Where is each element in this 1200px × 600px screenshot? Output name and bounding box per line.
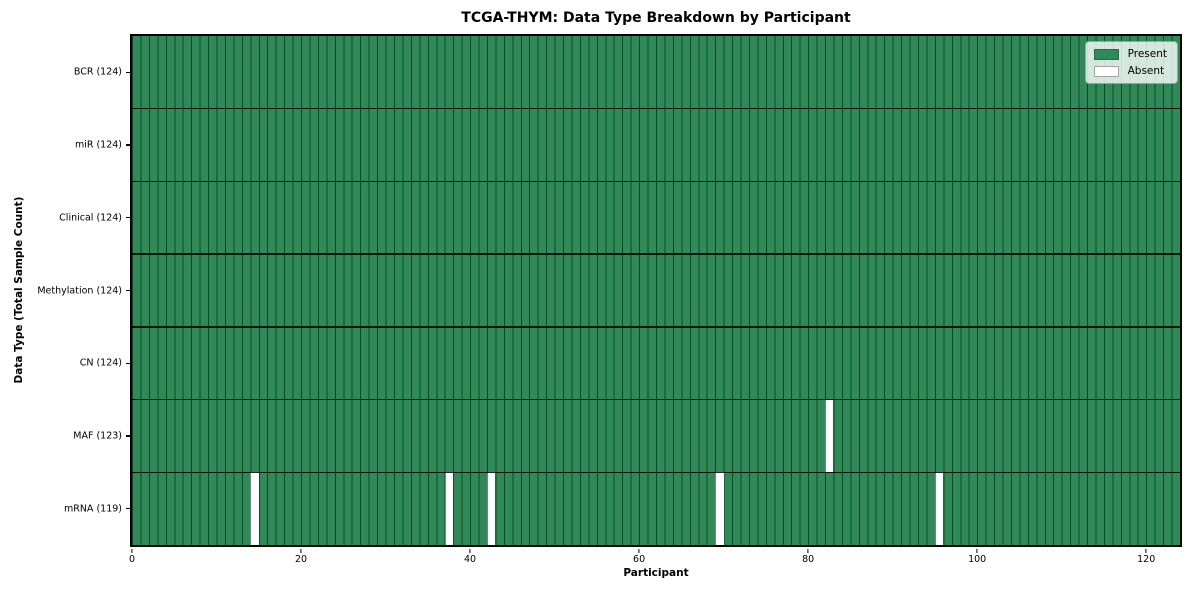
ytick-label: Clinical (124) [59, 212, 122, 224]
absent-cell [444, 472, 454, 545]
ytick-mark [126, 508, 130, 510]
ytick-mark [126, 217, 130, 219]
absent-cell [934, 472, 944, 545]
legend-label-present: Present [1127, 48, 1167, 60]
ytick-mark [126, 362, 130, 364]
xtick-mark [807, 549, 809, 553]
absent-cell [486, 472, 496, 545]
ytick-label: mRNA (119) [63, 503, 122, 515]
row-separator [132, 471, 1180, 473]
xtick-label: 20 [294, 554, 308, 565]
absent-cells-layer [132, 36, 1180, 545]
absent-cell [250, 472, 259, 545]
ytick-label: miR (124) [74, 139, 122, 151]
x-axis-label: Participant [623, 567, 689, 579]
ytick-mark [126, 289, 130, 292]
row-separator [132, 253, 1180, 255]
legend-label-absent: Absent [1127, 65, 1165, 77]
ytick-label: CN (124) [79, 357, 122, 369]
ytick-label: MAF (123) [73, 430, 122, 442]
chart-title: TCGA-THYM: Data Type Breakdown by Partic… [461, 10, 851, 26]
x-axis-ticks: 0 20 40 60 80 100 120 [128, 547, 1180, 569]
xtick-label: 40 [464, 554, 477, 565]
legend-swatch-present [1093, 48, 1119, 60]
xtick-label: 80 [802, 554, 815, 565]
xtick-mark [1145, 549, 1147, 553]
absent-cell [825, 399, 834, 473]
xtick-label: 100 [968, 554, 987, 565]
xtick-mark [131, 549, 133, 553]
xtick-label: 60 [633, 554, 646, 565]
y-axis-tick-marks [126, 36, 130, 545]
ytick-mark [126, 144, 130, 146]
ytick-label: BCR (124) [73, 66, 122, 78]
row-separator [132, 326, 1180, 328]
xtick-mark [976, 549, 978, 553]
row-separator [132, 398, 1180, 401]
xtick-mark [638, 549, 640, 553]
legend-entry-absent: Absent [1093, 65, 1167, 77]
y-axis-tick-labels: BCR (124) miR (124) Clinical (124) Methylat… [0, 36, 122, 545]
absent-cell [715, 472, 724, 545]
xtick-mark [300, 549, 302, 553]
xtick-label: 120 [1137, 554, 1156, 565]
plot-area: Present Absent [130, 34, 1182, 547]
ytick-mark [126, 435, 130, 437]
ytick-label: Methylation (124) [37, 285, 122, 296]
xtick-mark [469, 549, 471, 553]
legend-swatch-absent [1093, 65, 1119, 77]
xtick-label: 0 [128, 554, 136, 565]
legend: Present Absent [1084, 41, 1178, 84]
column-grid-lines [132, 36, 1180, 545]
row-separator [132, 108, 1180, 110]
ytick-mark [126, 71, 130, 73]
legend-entry-present: Present [1093, 48, 1167, 60]
row-separator [132, 180, 1180, 183]
